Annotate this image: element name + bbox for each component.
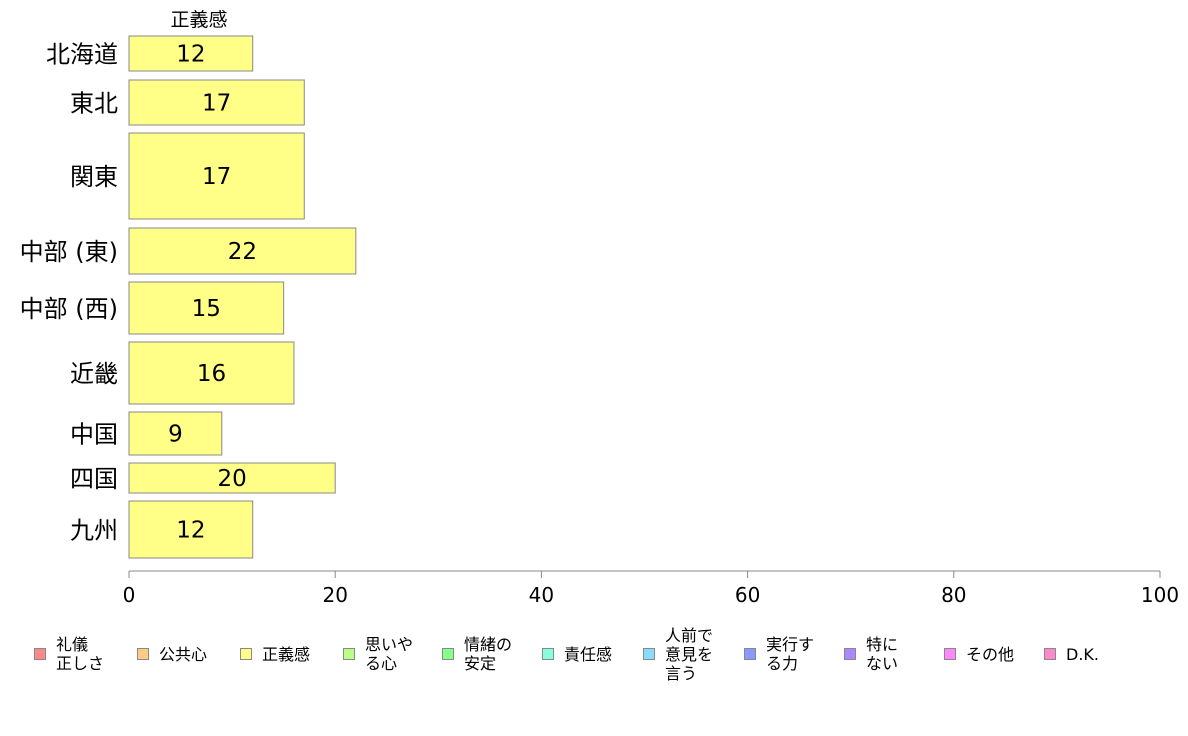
series-title: 正義感 (170, 9, 227, 31)
data-label: 12 (176, 42, 205, 68)
legend-label: D.K. (1066, 644, 1099, 664)
category-label: 中部 (西) (20, 295, 118, 323)
legend-swatch (442, 648, 454, 660)
legend-item: 情緒の 安定 (442, 622, 512, 686)
category-label: 北海道 (46, 41, 118, 69)
legend-item: 公共心 (137, 622, 207, 686)
data-label: 17 (202, 164, 231, 190)
data-label: 12 (176, 518, 205, 544)
legend-item: 特に ない (844, 622, 898, 686)
x-tick-label: 40 (529, 583, 554, 607)
legend-swatch (643, 648, 655, 660)
category-label: 中国 (70, 421, 118, 449)
bar-chart: 正義感 12 北海道 17 東北 17 関東 22 中部 (東) 15 中部 (西) 16 近畿 9 中国 2… (20, 9, 1179, 607)
data-label: 17 (202, 91, 231, 117)
x-tick-label: 60 (735, 583, 760, 607)
legend-item: 責任感 (542, 622, 612, 686)
bar (128, 500, 254, 559)
legend-label: 情緒の 安定 (464, 635, 513, 673)
category-label: 東北 (70, 90, 118, 118)
legend-item: 実行す る力 (744, 622, 814, 686)
legend-swatch (944, 648, 956, 660)
data-label: 15 (192, 296, 221, 322)
legend-item: 人前で 意見を 言う (643, 622, 713, 686)
legend-item: 正義感 (240, 622, 310, 686)
legend-swatch (34, 648, 46, 660)
legend-label: 特に ない (866, 635, 899, 673)
legend-item: その他 (944, 622, 1014, 686)
bar (128, 79, 305, 126)
legend-swatch (844, 648, 856, 660)
legend-item: 礼儀 正しさ (34, 622, 104, 686)
legend-swatch (343, 648, 355, 660)
category-label: 近畿 (70, 360, 118, 388)
legend-swatch (137, 648, 149, 660)
category-label: 中部 (東) (20, 238, 118, 266)
bar (128, 341, 295, 405)
legend-swatch (240, 648, 252, 660)
legend: 礼儀 正しさ 公共心 正義感 思いや る心 情緒の 安定 責任感 人前で 意見を… (34, 622, 1184, 686)
legend-label: 責任感 (564, 644, 613, 664)
x-tick-label: 20 (322, 583, 347, 607)
legend-item: 思いや る心 (343, 622, 413, 686)
legend-label: 思いや る心 (365, 635, 414, 673)
category-label: 九州 (70, 517, 118, 545)
legend-label: その他 (966, 644, 1015, 664)
bar (128, 132, 305, 220)
bar (128, 411, 223, 456)
legend-label: 正義感 (262, 644, 311, 664)
x-tick-label: 80 (941, 583, 966, 607)
legend-swatch (744, 648, 756, 660)
legend-swatch (542, 648, 554, 660)
legend-item: D.K. (1044, 622, 1099, 686)
category-label: 関東 (70, 163, 118, 191)
bar (128, 462, 336, 494)
data-label: 22 (228, 239, 257, 265)
legend-label: 実行す る力 (766, 635, 815, 673)
legend-swatch (1044, 648, 1056, 660)
data-label: 20 (217, 466, 246, 492)
x-tick-label: 100 (1141, 583, 1179, 607)
category-label: 四国 (70, 465, 118, 493)
data-label: 9 (168, 422, 183, 448)
bar (128, 227, 357, 275)
bar (128, 281, 285, 335)
data-label: 16 (197, 361, 226, 387)
legend-label: 礼儀 正しさ (56, 635, 105, 673)
legend-label: 公共心 (159, 644, 208, 664)
bar (128, 35, 254, 72)
legend-label: 人前で 意見を 言う (665, 625, 714, 683)
x-tick-label: 0 (123, 583, 136, 607)
